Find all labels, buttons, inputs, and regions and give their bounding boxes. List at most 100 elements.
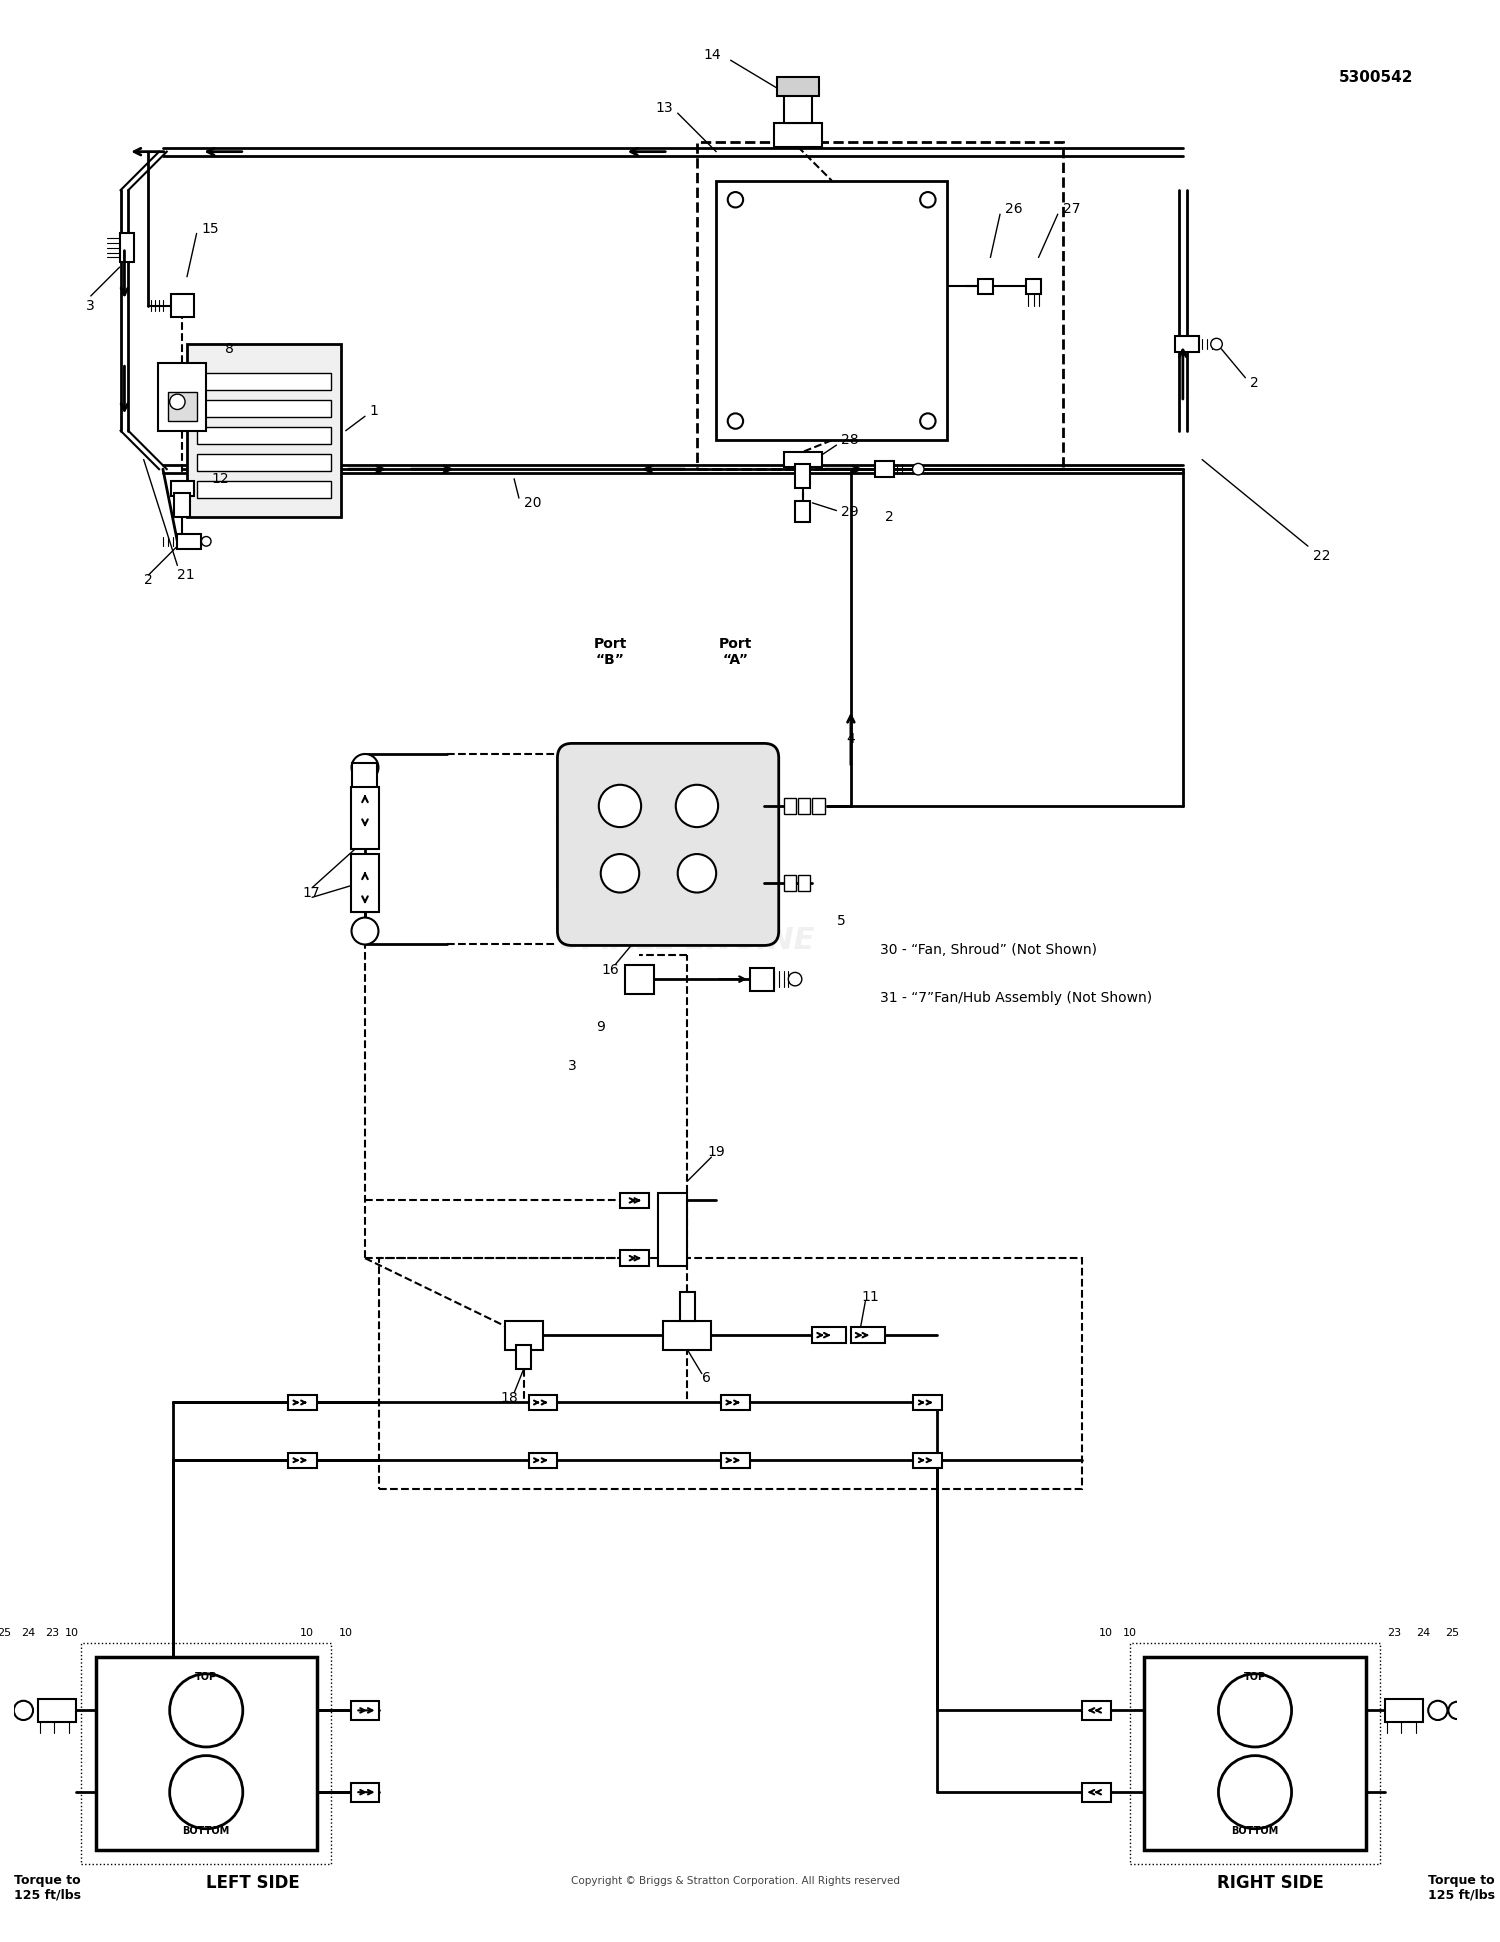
Bar xyxy=(795,464,810,489)
Text: 12: 12 xyxy=(211,472,228,486)
Bar xyxy=(504,1321,543,1350)
Bar xyxy=(352,884,378,913)
Circle shape xyxy=(676,785,718,827)
Bar xyxy=(380,1258,1082,1490)
Circle shape xyxy=(1449,1701,1466,1719)
Bar xyxy=(813,1328,846,1342)
Bar xyxy=(774,122,822,148)
Bar xyxy=(0,1703,4,1719)
Bar xyxy=(188,344,340,517)
Bar xyxy=(528,1394,558,1410)
Circle shape xyxy=(728,192,742,208)
Text: 10: 10 xyxy=(300,1629,315,1639)
Text: 1: 1 xyxy=(370,404,378,418)
Text: 30 - “Fan, Shroud” (Not Shown): 30 - “Fan, Shroud” (Not Shown) xyxy=(880,944,1096,957)
Circle shape xyxy=(789,973,802,987)
Bar xyxy=(663,1321,711,1350)
Text: RIGHT SIDE: RIGHT SIDE xyxy=(1216,1874,1323,1892)
Circle shape xyxy=(678,854,716,893)
Bar xyxy=(1174,336,1198,352)
Bar xyxy=(798,798,810,814)
Bar xyxy=(351,1783,380,1802)
Circle shape xyxy=(920,414,936,429)
Text: 10: 10 xyxy=(339,1629,352,1639)
Circle shape xyxy=(1428,1701,1448,1721)
Text: 24: 24 xyxy=(1416,1629,1431,1639)
Bar xyxy=(351,787,380,849)
Text: 16: 16 xyxy=(602,963,619,977)
Bar xyxy=(750,967,774,990)
Text: LEFT SIDE: LEFT SIDE xyxy=(206,1874,300,1892)
Bar xyxy=(1082,1701,1110,1721)
Text: 25: 25 xyxy=(0,1629,10,1639)
Bar xyxy=(620,1251,650,1266)
Text: 2: 2 xyxy=(1250,375,1258,390)
Bar xyxy=(196,454,332,472)
Text: SMALL ENGINE: SMALL ENGINE xyxy=(560,926,814,955)
Bar xyxy=(1462,1703,1472,1719)
Bar xyxy=(516,1344,531,1369)
Text: 9: 9 xyxy=(597,1020,604,1035)
Bar xyxy=(196,373,332,390)
Text: Copyright © Briggs & Stratton Corporation. All Rights reserved: Copyright © Briggs & Stratton Corporatio… xyxy=(572,1876,900,1886)
Text: 21: 21 xyxy=(177,567,195,583)
Circle shape xyxy=(1218,1756,1292,1829)
Circle shape xyxy=(1218,1674,1292,1748)
FancyBboxPatch shape xyxy=(558,744,778,946)
Circle shape xyxy=(600,854,639,893)
Bar xyxy=(171,293,194,317)
Text: 23: 23 xyxy=(45,1629,60,1639)
Text: Port
“B”: Port “B” xyxy=(594,637,627,668)
Text: 24: 24 xyxy=(21,1629,36,1639)
Bar xyxy=(1144,1657,1365,1851)
Text: 23: 23 xyxy=(1388,1629,1401,1639)
Bar xyxy=(1384,1699,1423,1723)
Bar xyxy=(158,363,206,431)
Bar xyxy=(978,278,993,293)
Text: 11: 11 xyxy=(861,1289,879,1303)
Text: 10: 10 xyxy=(1100,1629,1113,1639)
Bar xyxy=(196,400,332,418)
Circle shape xyxy=(598,785,640,827)
Text: 6: 6 xyxy=(702,1371,711,1385)
Text: 3: 3 xyxy=(567,1058,576,1072)
Bar xyxy=(171,482,194,495)
Bar xyxy=(722,1453,750,1468)
Bar xyxy=(196,427,332,445)
Bar xyxy=(38,1699,76,1723)
Bar xyxy=(288,1394,316,1410)
Bar xyxy=(783,876,796,891)
Text: Jacks: Jacks xyxy=(632,874,744,911)
Text: 10: 10 xyxy=(64,1629,78,1639)
Text: 3: 3 xyxy=(86,299,94,313)
Bar xyxy=(1026,278,1041,293)
Circle shape xyxy=(201,536,211,546)
Text: 8: 8 xyxy=(225,342,234,355)
Text: BOTTOM: BOTTOM xyxy=(183,1825,230,1835)
Text: 28: 28 xyxy=(842,433,860,447)
Bar xyxy=(620,1192,650,1208)
Bar xyxy=(850,1328,885,1342)
Text: 31 - “7”Fan/Hub Assembly (Not Shown): 31 - “7”Fan/Hub Assembly (Not Shown) xyxy=(880,990,1152,1006)
Text: 5: 5 xyxy=(837,915,846,928)
Bar xyxy=(351,854,380,913)
Circle shape xyxy=(351,753,378,781)
Bar xyxy=(81,1643,332,1864)
Bar xyxy=(777,76,819,95)
Circle shape xyxy=(1210,338,1222,350)
Bar xyxy=(196,482,332,497)
Bar xyxy=(914,1394,942,1410)
Bar xyxy=(813,798,825,814)
Bar xyxy=(716,181,946,441)
Text: 26: 26 xyxy=(1005,202,1023,216)
Text: 19: 19 xyxy=(708,1146,724,1159)
Bar xyxy=(626,965,654,994)
Text: 2: 2 xyxy=(885,511,894,524)
Circle shape xyxy=(728,414,742,429)
Text: 2: 2 xyxy=(144,573,153,586)
Bar xyxy=(177,534,201,550)
Text: BOTTOM: BOTTOM xyxy=(1232,1825,1278,1835)
Circle shape xyxy=(0,1701,13,1719)
Text: TOP: TOP xyxy=(1244,1672,1266,1682)
Bar xyxy=(783,93,813,122)
